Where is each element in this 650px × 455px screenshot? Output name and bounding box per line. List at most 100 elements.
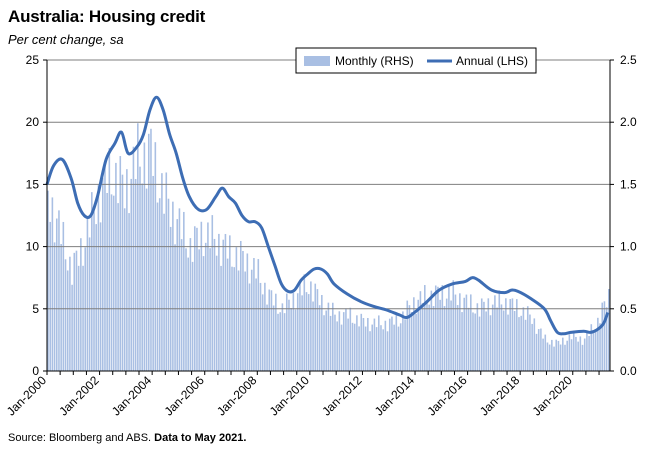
- right-tick-label: 0.0: [620, 364, 637, 378]
- source-note: Source: Bloomberg and ABS. Data to May 2…: [8, 432, 246, 444]
- monthly-bar: [318, 305, 321, 371]
- left-tick-label: 20: [26, 115, 40, 129]
- monthly-bar: [516, 299, 518, 371]
- monthly-bar: [544, 334, 547, 371]
- monthly-bar: [546, 342, 549, 371]
- left-tick-label: 25: [26, 53, 40, 67]
- x-tick-label: Jan-2020: [530, 373, 576, 419]
- monthly-bar: [73, 252, 76, 371]
- legend-label-monthly: Monthly (RHS): [335, 54, 414, 68]
- monthly-bar: [198, 249, 200, 371]
- right-tick-label: 2.0: [620, 115, 637, 129]
- monthly-bar: [163, 213, 165, 371]
- monthly-bar: [378, 315, 380, 371]
- monthly-bar: [524, 319, 527, 371]
- monthly-bar: [266, 304, 268, 371]
- monthly-bar: [261, 294, 264, 371]
- monthly-bar: [557, 340, 560, 371]
- monthly-bar: [417, 299, 420, 371]
- right-tick-label: 0.5: [620, 302, 637, 316]
- monthly-bar: [71, 284, 73, 371]
- monthly-bar: [167, 198, 170, 371]
- monthly-bar: [327, 302, 330, 371]
- monthly-bar: [106, 192, 108, 371]
- monthly-bar: [535, 333, 538, 371]
- monthly-bar: [388, 318, 391, 371]
- monthly-bar: [351, 322, 354, 371]
- legend-label-annual: Annual (LHS): [456, 54, 528, 68]
- monthly-bar: [143, 142, 146, 371]
- monthly-bar: [342, 312, 345, 371]
- monthly-bar: [531, 323, 533, 371]
- monthly-bar: [294, 309, 297, 371]
- monthly-bar: [334, 314, 336, 371]
- monthly-bar: [406, 300, 409, 371]
- monthly-bar: [121, 174, 124, 371]
- monthly-bar: [218, 233, 220, 371]
- monthly-bar: [441, 285, 444, 371]
- monthly-bar: [82, 265, 84, 371]
- monthly-bar: [53, 242, 56, 371]
- monthly-bar: [356, 315, 358, 371]
- monthly-bar: [413, 297, 415, 371]
- monthly-bar: [522, 307, 525, 371]
- monthly-bar: [132, 146, 135, 371]
- monthly-bar: [391, 316, 393, 371]
- monthly-bar: [147, 133, 150, 371]
- monthly-bar: [112, 195, 115, 371]
- monthly-bar: [430, 290, 433, 371]
- monthly-bar: [575, 336, 577, 371]
- x-tick-label: Jan-2004: [109, 373, 155, 419]
- monthly-bar: [180, 239, 183, 371]
- monthly-bar: [513, 311, 516, 371]
- monthly-bar: [347, 318, 349, 371]
- monthly-bar: [463, 297, 466, 371]
- monthly-bar: [577, 341, 579, 371]
- monthly-bar: [579, 336, 582, 371]
- monthly-bar: [303, 274, 306, 371]
- monthly-bar: [242, 250, 244, 371]
- monthly-bar: [51, 197, 54, 371]
- monthly-bar: [66, 270, 69, 371]
- data-date-note: Data to May 2021.: [154, 432, 247, 444]
- monthly-bar: [489, 315, 492, 371]
- monthly-bar: [325, 310, 328, 371]
- monthly-bar: [222, 239, 225, 371]
- monthly-bar: [119, 156, 122, 371]
- monthly-bar: [110, 194, 113, 371]
- monthly-bar: [161, 173, 163, 371]
- monthly-bars: [47, 123, 610, 371]
- monthly-bar: [139, 166, 141, 371]
- monthly-bar: [233, 267, 235, 371]
- monthly-bar: [421, 303, 424, 371]
- monthly-bar: [487, 298, 490, 371]
- monthly-bar: [323, 315, 325, 371]
- monthly-bar: [380, 325, 382, 371]
- monthly-bar: [141, 183, 143, 371]
- monthly-bar: [340, 324, 343, 371]
- monthly-bar: [231, 266, 233, 371]
- monthly-bar: [316, 289, 319, 371]
- monthly-bar: [80, 238, 82, 371]
- monthly-bar: [518, 317, 520, 371]
- monthly-bar: [257, 259, 260, 371]
- monthly-bar: [178, 208, 181, 371]
- monthly-bar: [154, 142, 157, 371]
- x-tick-label: Jan-2006: [162, 373, 208, 419]
- annual-line: [45, 95, 610, 336]
- monthly-bar: [126, 169, 128, 371]
- monthly-bar: [244, 271, 246, 371]
- monthly-bar: [88, 237, 91, 371]
- monthly-bar: [461, 312, 463, 371]
- monthly-bar: [603, 301, 606, 371]
- monthly-bar: [272, 305, 275, 371]
- monthly-bar: [583, 338, 586, 371]
- monthly-bar: [185, 248, 187, 371]
- monthly-bar: [505, 298, 507, 371]
- monthly-bar: [564, 344, 566, 371]
- monthly-bar: [204, 242, 207, 371]
- monthly-bar: [540, 328, 542, 371]
- x-tick-label: Jan-2002: [56, 373, 102, 419]
- monthly-bar: [404, 319, 406, 371]
